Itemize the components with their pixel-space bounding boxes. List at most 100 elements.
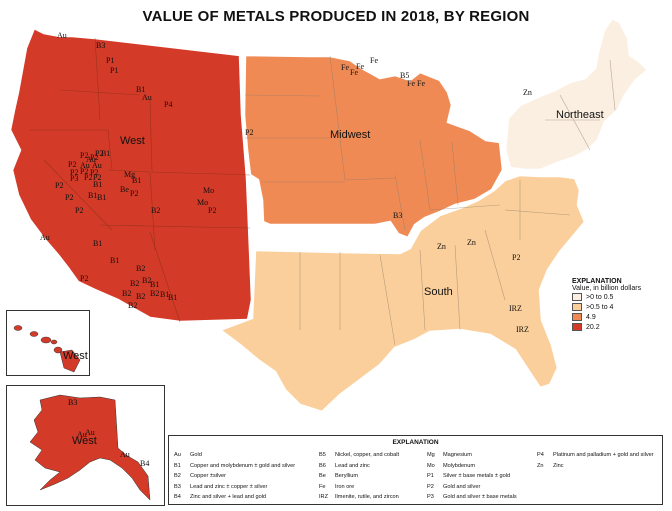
mineral-code-fe: Fe bbox=[341, 63, 349, 72]
code-legend-row: B1 Copper and molybdenum ± gold and silve… bbox=[174, 463, 295, 474]
code-legend-description: Lead and zinc ± copper ± silver bbox=[190, 483, 268, 490]
value-legend-swatch bbox=[572, 293, 582, 301]
value-legend-item: 4.9 bbox=[572, 312, 670, 322]
map-title: VALUE OF METALS PRODUCED IN 2018, BY REG… bbox=[142, 8, 530, 25]
mineral-code-b2: B2 bbox=[142, 276, 151, 285]
code-legend-description: Zinc and silver + lead and gold bbox=[190, 494, 267, 500]
code-legend-row: B6 Lead and zinc bbox=[319, 463, 399, 474]
mineral-code-p1: P1 bbox=[106, 56, 114, 65]
mineral-code-b1: B1 bbox=[136, 85, 145, 94]
mineral-code-b4: B4 bbox=[140, 459, 149, 468]
mineral-code-p2: P2 bbox=[208, 206, 216, 215]
mineral-code-fe: Fe bbox=[407, 79, 415, 88]
mineral-code-mo: Mo bbox=[203, 186, 214, 195]
value-legend-swatch bbox=[572, 313, 582, 321]
code-legend-description: Zinc bbox=[553, 462, 564, 469]
mineral-code-p2: P2 bbox=[245, 128, 253, 137]
mineral-code-b2: B2 bbox=[130, 279, 139, 288]
code-legend-description: Iron ore bbox=[335, 483, 355, 490]
code-legend-description: Beryllium bbox=[335, 473, 359, 479]
value-legend-title: EXPLANATION bbox=[572, 278, 622, 285]
region-south bbox=[217, 173, 587, 414]
mineral-code-b2: B2 bbox=[136, 292, 145, 301]
mineral-code-p2: P2 bbox=[130, 189, 138, 198]
code-legend-row: P3 Gold and silver ± base metals bbox=[427, 494, 517, 505]
mineral-code-au: Au bbox=[80, 161, 90, 170]
mineral-code-au: Au bbox=[86, 155, 96, 164]
mineral-code-p4: P4 bbox=[164, 100, 172, 109]
value-legend-subtitle: Value, in billion dollars bbox=[572, 285, 642, 292]
code-legend-row: P4 Platinum and palladium + gold and silv… bbox=[537, 452, 654, 463]
mineral-code-p2: P2 bbox=[512, 253, 520, 262]
code-legend-code: Au bbox=[174, 452, 181, 458]
code-legend: EXPLANATION Au Gold B1 Copper and molybdenu… bbox=[168, 435, 663, 505]
mineral-code-b5: B5 bbox=[400, 71, 409, 80]
code-legend-description: Copper ±silver bbox=[190, 473, 227, 479]
mineral-code-p2: P2 bbox=[80, 274, 88, 283]
code-legend-description: Nickel, copper, and cobalt bbox=[335, 452, 400, 458]
mineral-code-p2: P2 bbox=[65, 193, 73, 202]
code-legend-row: P2 Gold and silver bbox=[427, 484, 517, 495]
value-legend-swatch bbox=[572, 303, 582, 311]
value-legend-item: >0 to 0.5 bbox=[572, 292, 670, 302]
mineral-code-b1: B1 bbox=[101, 149, 110, 158]
mineral-code-p2: P2 bbox=[90, 168, 98, 177]
mineral-code-p1: P1 bbox=[110, 66, 118, 75]
mineral-code-irz: IRZ bbox=[509, 304, 522, 313]
region-label-south: South bbox=[424, 286, 453, 298]
value-legend: EXPLANATION Value, in billion dollars >0… bbox=[572, 278, 670, 332]
mineral-code-p2: P2 bbox=[70, 168, 78, 177]
code-legend-description: Gold and silver ± base metals bbox=[443, 494, 517, 500]
mineral-code-p2: P2 bbox=[93, 173, 101, 182]
mineral-code-b3: B3 bbox=[96, 41, 105, 50]
hawaii-inset-frame bbox=[6, 310, 90, 376]
value-legend-label: 20.2 bbox=[586, 323, 600, 331]
value-legend-label: >0 to 0.5 bbox=[586, 293, 614, 301]
mineral-code-b1: B1 bbox=[93, 239, 102, 248]
mineral-code-b1: B1 bbox=[160, 290, 169, 299]
code-legend-description: Platinum and palladium + gold and silver bbox=[553, 452, 654, 458]
code-legend-description: Ilmenite, rutile, and zircon bbox=[335, 494, 399, 500]
hawaii-inset-islands: West bbox=[13, 325, 88, 373]
code-legend-description: Gold bbox=[190, 452, 202, 458]
mineral-code-zn: Zn bbox=[523, 88, 532, 97]
code-legend-code: Mo bbox=[427, 462, 435, 469]
code-legend-description: Molybdenum bbox=[443, 462, 476, 469]
code-legend-column: P4 Platinum and palladium + gold and silv… bbox=[537, 452, 654, 473]
mineral-code-au: Au bbox=[85, 428, 95, 437]
mineral-code-b1: B1 bbox=[93, 180, 102, 189]
mineral-code-be: Be bbox=[120, 185, 129, 194]
mineral-code-au: Au bbox=[40, 233, 50, 242]
mineral-code-fe: Fe bbox=[350, 68, 358, 77]
region-northeast bbox=[503, 16, 650, 172]
mineral-code-b1: B1 bbox=[132, 176, 141, 185]
code-legend-row: Mo Molybdenum bbox=[427, 463, 517, 474]
mineral-code-mo: Mo bbox=[197, 198, 208, 207]
value-legend-item: >0.5 to 4 bbox=[572, 302, 670, 312]
mineral-code-au: Au bbox=[92, 161, 102, 170]
code-legend-code: B5 bbox=[319, 452, 326, 458]
mineral-code-au: Au bbox=[142, 93, 152, 102]
code-legend-code: B3 bbox=[174, 483, 181, 490]
mineral-code-fe: Fe bbox=[356, 62, 364, 71]
code-legend-title: EXPLANATION bbox=[392, 439, 439, 446]
code-legend-code: P4 bbox=[537, 452, 544, 458]
mineral-code-fe: Fe bbox=[370, 56, 378, 65]
region-west bbox=[8, 26, 254, 324]
mineral-code-zn: Zn bbox=[437, 242, 446, 251]
mineral-code-b2: B2 bbox=[150, 289, 159, 298]
alaska-inset-frame bbox=[6, 385, 165, 506]
code-legend-row: Au Gold bbox=[174, 452, 295, 463]
code-legend-code: P2 bbox=[427, 483, 434, 490]
mineral-code-p2: P2 bbox=[75, 206, 83, 215]
code-legend-description: Lead and zinc bbox=[335, 462, 370, 469]
mineral-code-p2: P2 bbox=[90, 153, 98, 162]
inset-label-hawaii: West bbox=[63, 350, 88, 362]
mineral-code-b1: B1 bbox=[150, 280, 159, 289]
mineral-code-fe: Fe bbox=[417, 79, 425, 88]
code-legend-code: Fe bbox=[319, 483, 326, 490]
mineral-code-p3: P3 bbox=[70, 174, 78, 183]
